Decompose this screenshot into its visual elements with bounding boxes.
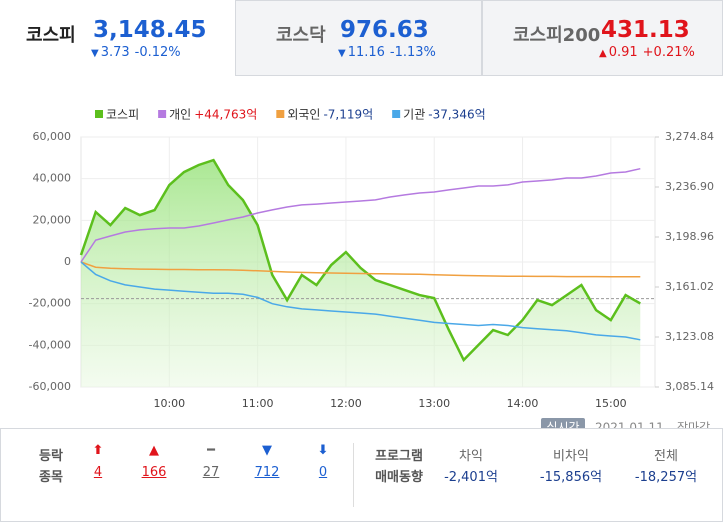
breadth-count[interactable]: 4 [93,465,103,480]
legend-swatch [392,110,401,118]
y-tick-label: -60,000 [29,380,71,393]
breadth-count[interactable]: 166 [141,465,167,480]
legend-label: 외국인 [287,108,320,122]
program-label: 프로그램 [375,449,423,464]
program-value: -15,856억 [539,470,603,485]
index-value: 976.63 [340,17,429,43]
change-amount: 3.73 [100,45,130,60]
index-change: ▼ 11.16 -1.13% [338,45,436,60]
x-tick-label: 13:00 [418,397,450,410]
index-tab[interactable]: 코스피200 431.13 ▲ 0.91 +0.21% [482,0,723,76]
program-value: -2,401억 [444,470,498,485]
line [80,167,641,263]
y2-tick-label: 3,123.08 [665,330,714,343]
line [79,158,641,363]
legend-swatch [158,110,167,118]
change-amount: 0.91 [608,45,638,60]
program-name: 전체 [654,449,678,464]
change-rate: +0.21% [642,45,695,60]
line [80,261,641,278]
legend-swatch [95,110,103,118]
y2-tick-label: 3,236.90 [665,180,714,193]
change-arrow: ▼ [338,48,346,59]
index-change: ▼ 3.73 -0.12% [91,45,181,60]
y-tick-label: -40,000 [29,338,71,351]
y-tick-label: 40,000 [33,172,72,185]
index-tab[interactable]: 코스닥 976.63 ▼ 11.16 -1.13% [235,0,482,76]
change-arrow: ▼ [91,48,99,59]
program-name: 비차익 [553,449,589,464]
divider [353,443,354,507]
breadth-symbol: ⬆ [92,443,104,458]
x-tick-label: 11:00 [242,397,274,410]
x-tick-label: 12:00 [330,397,362,410]
index-value: 431.13 [601,17,690,43]
line [80,261,641,341]
legend-total: -37,346억 [428,108,485,122]
y-tick-label: 20,000 [33,213,72,226]
change-rate: -1.13% [389,45,436,60]
y2-tick-label: 3,161.02 [665,280,714,293]
breadth-symbol: ▲ [149,443,159,458]
index-name: 코스피 [26,25,76,46]
realtime-label: 실시간 [546,421,579,429]
x-tick-label: 10:00 [153,397,185,410]
breadth-count[interactable]: 712 [254,465,280,480]
y-tick-label: -20,000 [29,297,71,310]
realtime-button[interactable] [541,418,585,428]
breadth-label: 종목 [39,470,63,485]
index-name: 코스피200 [513,25,601,46]
legend-total: +44,763억 [194,108,257,122]
legend-swatch [276,110,285,118]
breadth-count[interactable]: 27 [202,465,220,480]
index-value: 3,148.45 [93,17,207,43]
y-tick-label: 0 [64,255,71,268]
index-name: 코스닥 [276,25,326,46]
index-change: ▲ 0.91 +0.21% [599,45,695,60]
change-arrow: ▲ [599,48,607,59]
breadth-symbol: ━ [207,443,215,458]
x-tick-label: 14:00 [507,397,539,410]
y-tick-label: 60,000 [33,130,72,143]
program-name: 차익 [459,449,483,464]
legend-label: 기관 [403,108,425,122]
chart: 60,000 40,000 20,000 0 -20,000 -40,000 -60,000… [29,108,714,429]
index-tab[interactable]: 코스피 3,148.45 ▼ 3.73 -0.12% [0,0,235,76]
program-value: -18,257억 [634,470,698,485]
change-rate: -0.12% [134,45,181,60]
change-amount: 11.16 [347,45,385,60]
legend-label: 개인 [169,108,191,122]
y2-tick-label: 3,085.14 [665,380,714,393]
breadth-label: 등락 [39,449,63,464]
breadth-symbol: ▼ [262,443,272,458]
legend-total: -7,119억 [323,108,373,122]
breadth-count[interactable]: 0 [318,465,328,480]
status-session: 장마감 [677,421,710,429]
x-tick-label: 15:00 [595,397,627,410]
status-date: 2021.01.11 [595,421,664,429]
legend-label: 코스피 [106,108,139,122]
y2-tick-label: 3,198.96 [665,230,714,243]
breadth-symbol: ⬇ [317,443,329,458]
y2-tick-label: 3,274.84 [665,130,714,143]
program-label: 매매동향 [375,470,423,485]
